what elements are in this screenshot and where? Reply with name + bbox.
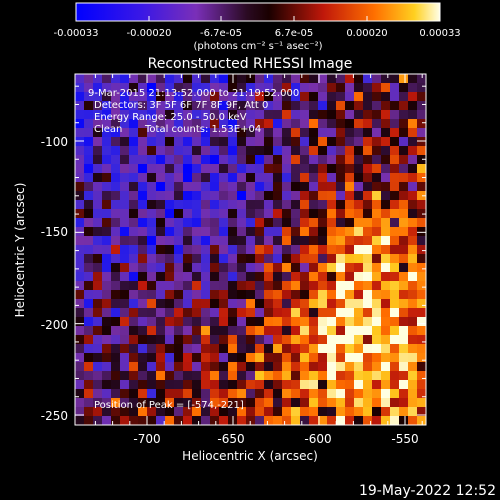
x-tick-label: -600 bbox=[304, 432, 331, 446]
x-axis-label: Heliocentric X (arcsec) bbox=[182, 449, 318, 463]
observation-annotations: 9-Mar-2015 21:13:52.000 to 21:19:52.000 … bbox=[88, 88, 299, 411]
axis-tick-marks bbox=[75, 74, 426, 425]
algorithm-text: Clean bbox=[94, 124, 122, 135]
colorbar-tick-label: -0.00033 bbox=[54, 28, 99, 39]
colorbar: -0.00033 -0.00020 -6.7e-05 6.7e-05 0.000… bbox=[54, 2, 461, 52]
total-counts-text: Total counts: 1.53E+04 bbox=[144, 124, 261, 135]
plot-title: Reconstructed RHESSI Image bbox=[148, 56, 353, 72]
y-axis-label: Heliocentric Y (arcsec) bbox=[13, 183, 27, 318]
colorbar-tick-label: -6.7e-05 bbox=[200, 28, 242, 39]
colorbar-tick-label: 0.00020 bbox=[346, 28, 387, 39]
colorbar-tick-label: -0.00020 bbox=[127, 28, 172, 39]
footer-date: 19-May-2022 12:52 bbox=[359, 483, 496, 499]
y-tick-label: -100 bbox=[41, 135, 68, 149]
peak-position-text: Position of Peak = [-574,-221] bbox=[94, 400, 244, 411]
x-tick-label: -550 bbox=[391, 432, 418, 446]
y-tick-label: -250 bbox=[41, 409, 68, 423]
rhessi-image bbox=[75, 74, 426, 425]
colorbar-units: (photons cm⁻² s⁻¹ asec⁻²) bbox=[193, 41, 322, 52]
detectors-text: Detectors: 3F 5F 6F 7F 8F 9F, Att 0 bbox=[94, 100, 268, 111]
colorbar-gradient bbox=[75, 2, 441, 22]
y-tick-label: -200 bbox=[41, 318, 68, 332]
y-tick-label: -150 bbox=[41, 225, 68, 239]
colorbar-tick-label: 0.00033 bbox=[419, 28, 460, 39]
emission-map bbox=[75, 74, 426, 425]
time-range-text: 9-Mar-2015 21:13:52.000 to 21:19:52.000 bbox=[88, 88, 299, 99]
energy-range-text: Energy Range: 25.0 - 50.0 keV bbox=[94, 112, 247, 123]
x-tick-label: -650 bbox=[217, 432, 244, 446]
colorbar-tick-marks bbox=[75, 16, 441, 21]
colorbar-tick-label: 6.7e-05 bbox=[275, 28, 313, 39]
x-tick-label: -700 bbox=[133, 432, 160, 446]
